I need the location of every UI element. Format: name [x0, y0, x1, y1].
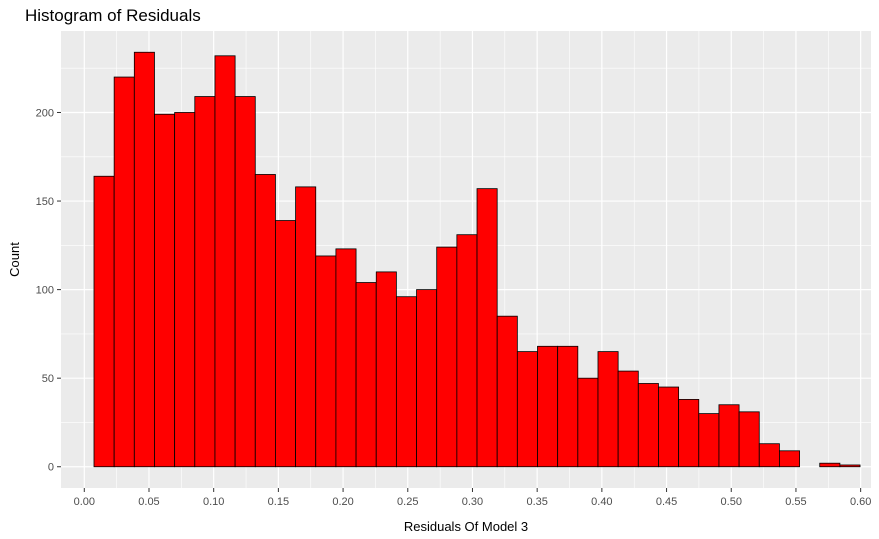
chart-title: Histogram of Residuals: [25, 6, 201, 25]
histogram-bar: [355, 282, 377, 468]
histogram-bar: [637, 383, 659, 468]
histogram-bar: [93, 175, 115, 468]
x-tick-label: 0.45: [656, 496, 677, 508]
histogram-bar: [113, 76, 135, 468]
histogram-bar: [174, 112, 196, 468]
histogram-bar: [597, 351, 619, 468]
histogram-bar: [214, 55, 236, 468]
x-axis-title: Residuals Of Model 3: [404, 519, 528, 534]
y-axis: 0 50 100 150 200: [36, 107, 61, 474]
histogram-bar: [375, 271, 397, 468]
x-tick-label: 0.30: [462, 496, 483, 508]
histogram-bar: [819, 462, 841, 468]
histogram-bar: [839, 464, 861, 468]
histogram-bar: [617, 370, 639, 468]
histogram-bars: [93, 51, 861, 468]
histogram-bar: [234, 96, 256, 468]
histogram-bar: [698, 413, 720, 468]
x-tick-label: 0.40: [591, 496, 612, 508]
histogram-bar: [718, 404, 740, 468]
histogram-bar: [194, 96, 216, 468]
x-axis: 0.00 0.05 0.10 0.15 0.20 0.25 0.30 0.35 0.40 0.45…: [74, 488, 871, 508]
x-tick-label: 0.60: [850, 496, 871, 508]
histogram-bar: [516, 351, 538, 468]
histogram-bar: [154, 113, 176, 468]
histogram-bar: [395, 296, 417, 468]
histogram-bar: [275, 220, 296, 468]
histogram-bar: [738, 411, 760, 468]
y-tick-label: 100: [36, 285, 54, 297]
x-tick-label: 0.10: [203, 496, 224, 508]
histogram-bar: [133, 51, 155, 468]
y-tick-label: 50: [42, 373, 54, 385]
x-tick-label: 0.20: [332, 496, 353, 508]
histogram-bar: [254, 174, 276, 468]
x-tick-label: 0.50: [721, 496, 742, 508]
y-tick-label: 150: [36, 196, 54, 208]
x-tick-label: 0.15: [268, 496, 289, 508]
histogram-bar: [335, 248, 357, 468]
x-tick-label: 0.55: [785, 496, 806, 508]
histogram-bar: [436, 246, 458, 468]
histogram-bar: [658, 386, 680, 468]
histogram-bar: [476, 188, 498, 468]
histogram-bar: [779, 450, 800, 468]
histogram-bar: [678, 399, 700, 468]
x-tick-label: 0.35: [526, 496, 547, 508]
histogram-bar: [496, 315, 518, 468]
y-tick-label: 200: [36, 107, 54, 119]
histogram-bar: [315, 255, 337, 468]
histogram-bar: [577, 377, 599, 468]
histogram-bar: [758, 443, 780, 468]
x-tick-label: 0.25: [397, 496, 418, 508]
y-axis-title: Count: [7, 242, 22, 277]
histogram-bar: [537, 345, 559, 468]
histogram-bar: [456, 234, 478, 468]
x-tick-label: 0.05: [138, 496, 159, 508]
x-tick-label: 0.00: [74, 496, 95, 508]
histogram-bar: [295, 186, 317, 468]
histogram-bar: [416, 289, 438, 468]
histogram-bar: [557, 345, 579, 468]
y-tick-label: 0: [48, 462, 54, 474]
